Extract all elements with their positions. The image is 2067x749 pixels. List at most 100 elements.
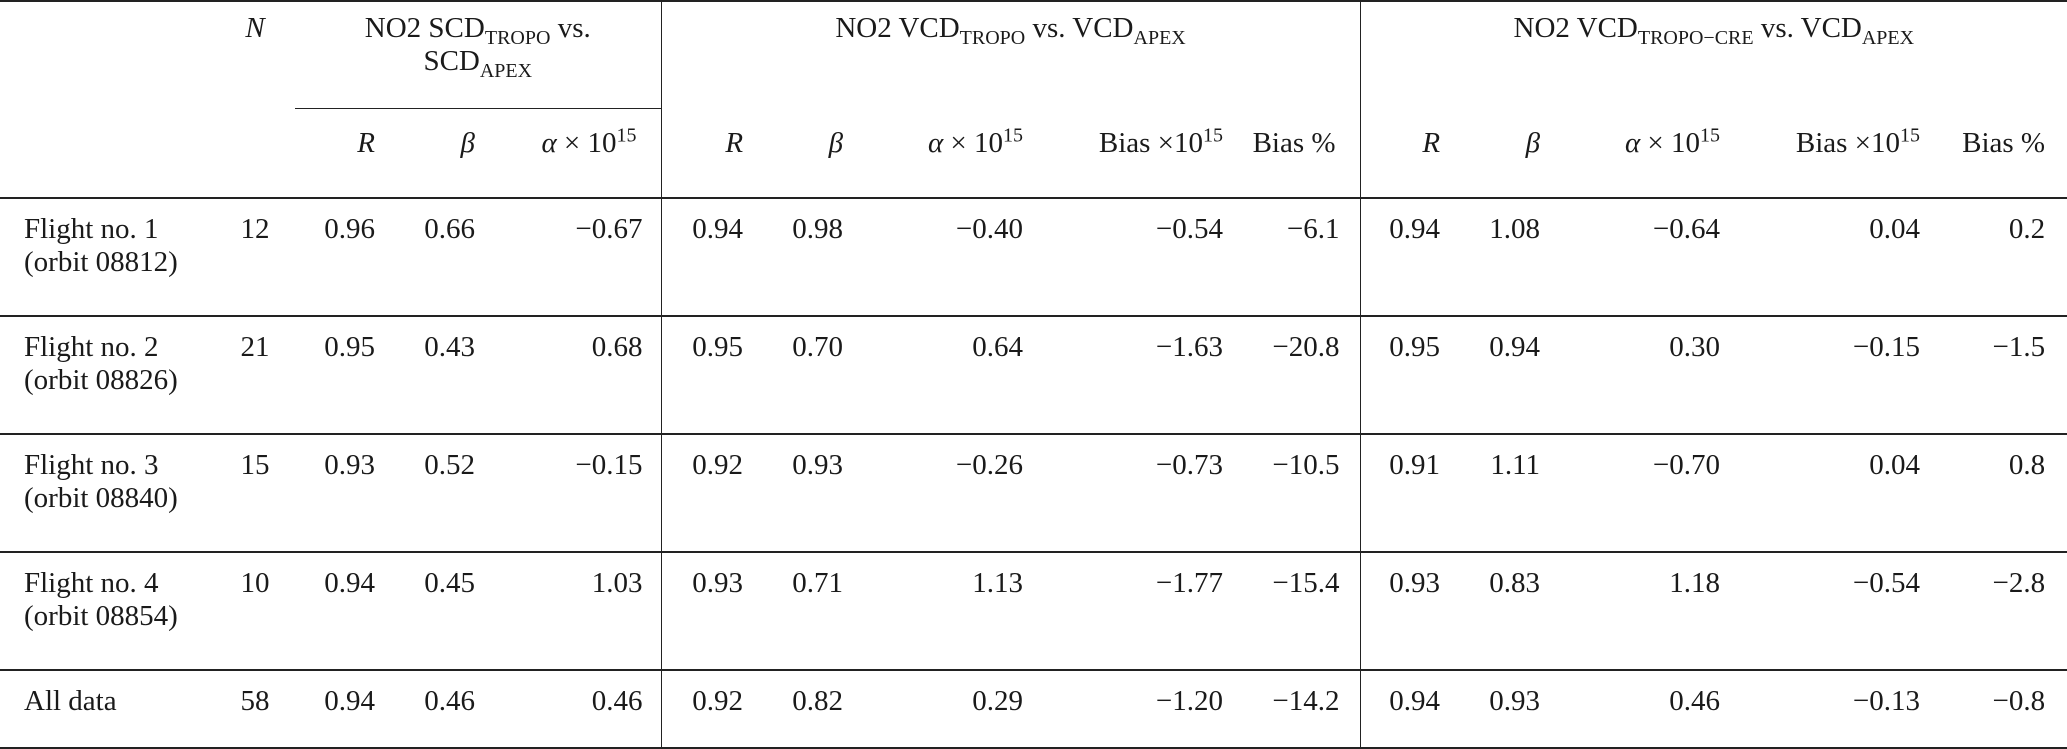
cell-g1-alpha: 0.46: [475, 670, 662, 749]
header-alpha-3: α × 1015: [1540, 108, 1721, 199]
cell-g3-r: 0.94: [1359, 198, 1441, 317]
corner-cell-2: [0, 108, 215, 199]
cell-g2-biaspct: −15.4: [1223, 552, 1361, 671]
cell-g1-beta: 0.66: [375, 198, 475, 317]
cell-g3-biaspct: 0.8: [1920, 434, 2067, 553]
row-label: Flight no. 4 (orbit 08854): [0, 552, 215, 671]
cell-g3-bias: −0.13: [1720, 670, 1921, 749]
cell-n: 12: [215, 198, 295, 317]
cell-g2-bias: −1.77: [1023, 552, 1224, 671]
cell-g2-alpha: −0.26: [843, 434, 1024, 553]
table-row: Flight no. 1 (orbit 08812) 12 0.96 0.66 −…: [0, 198, 2067, 317]
cell-g2-beta: 0.70: [743, 316, 844, 435]
cell-g3-bias: 0.04: [1720, 198, 1921, 317]
cell-g2-alpha: 1.13: [843, 552, 1024, 671]
cell-g3-biaspct: −0.8: [1920, 670, 2067, 749]
cell-g1-alpha: 1.03: [475, 552, 662, 671]
header-bias-2: Bias ×1015: [1023, 108, 1224, 199]
cell-g2-bias: −1.20: [1023, 670, 1224, 749]
header-alpha-1: α × 1015: [475, 108, 662, 199]
cell-g1-beta: 0.52: [375, 434, 475, 553]
cell-g2-r: 0.92: [660, 434, 744, 553]
cell-g3-r: 0.93: [1359, 552, 1441, 671]
header-n-blank: [215, 108, 295, 199]
cell-g1-beta: 0.46: [375, 670, 475, 749]
cell-g3-r: 0.94: [1359, 670, 1441, 749]
cell-g1-alpha: −0.67: [475, 198, 662, 317]
cell-g2-beta: 0.98: [743, 198, 844, 317]
cell-g2-bias: −1.63: [1023, 316, 1224, 435]
header-group-scd: NO2 SCDTROPO vs. SCDAPEX: [295, 0, 662, 109]
cell-g3-beta: 0.93: [1440, 670, 1541, 749]
cell-g3-biaspct: 0.2: [1920, 198, 2067, 317]
cell-g2-biaspct: −14.2: [1223, 670, 1361, 749]
cell-g3-r: 0.91: [1359, 434, 1441, 553]
cell-g3-alpha: −0.70: [1540, 434, 1721, 553]
cell-g2-biaspct: −10.5: [1223, 434, 1361, 553]
cell-g1-beta: 0.43: [375, 316, 475, 435]
cell-g1-r: 0.93: [295, 434, 375, 553]
cell-g3-beta: 0.94: [1440, 316, 1541, 435]
cell-g1-r: 0.94: [295, 670, 375, 749]
row-label: Flight no. 1 (orbit 08812): [0, 198, 215, 317]
cell-g2-r: 0.94: [660, 198, 744, 317]
header-r-1: R: [295, 108, 375, 199]
cell-g1-beta: 0.45: [375, 552, 475, 671]
cell-g3-biaspct: −1.5: [1920, 316, 2067, 435]
cell-g2-r: 0.95: [660, 316, 744, 435]
cell-g3-bias: −0.54: [1720, 552, 1921, 671]
cell-g3-beta: 1.11: [1440, 434, 1541, 553]
cell-g2-beta: 0.93: [743, 434, 844, 553]
cell-g3-r: 0.95: [1359, 316, 1441, 435]
row-label: Flight no. 2 (orbit 08826): [0, 316, 215, 435]
corner-cell: [0, 0, 215, 109]
cell-g3-alpha: 0.46: [1540, 670, 1721, 749]
row-label: Flight no. 3 (orbit 08840): [0, 434, 215, 553]
cell-g2-alpha: −0.40: [843, 198, 1024, 317]
cell-n: 10: [215, 552, 295, 671]
header-n: N: [215, 0, 295, 109]
table-row: Flight no. 3 (orbit 08840) 15 0.93 0.52 −…: [0, 434, 2067, 553]
cell-g3-beta: 0.83: [1440, 552, 1541, 671]
header-biaspct-3: Bias %: [1920, 108, 2067, 199]
header-biaspct-2: Bias %: [1223, 108, 1361, 199]
header-alpha-2: α × 1015: [843, 108, 1024, 199]
header-r-3: R: [1359, 108, 1441, 199]
cell-g2-alpha: 0.29: [843, 670, 1024, 749]
table-row: All data 58 0.94 0.46 0.46 0.92 0.82 0.2…: [0, 670, 2067, 749]
cell-g2-bias: −0.54: [1023, 198, 1224, 317]
cell-g1-alpha: −0.15: [475, 434, 662, 553]
cell-g3-alpha: 1.18: [1540, 552, 1721, 671]
cell-g2-beta: 0.82: [743, 670, 844, 749]
cell-g3-biaspct: −2.8: [1920, 552, 2067, 671]
header-group-vcd: NO2 VCDTROPO vs. VCDAPEX: [660, 0, 1361, 109]
cell-g1-r: 0.94: [295, 552, 375, 671]
cell-g2-r: 0.92: [660, 670, 744, 749]
table-row: Flight no. 4 (orbit 08854) 10 0.94 0.45 1…: [0, 552, 2067, 671]
cell-g3-alpha: 0.30: [1540, 316, 1721, 435]
header-group-vcd-cre: NO2 VCDTROPO−CRE vs. VCDAPEX: [1359, 0, 2067, 109]
header-beta-1: β: [375, 108, 475, 199]
table-row: Flight no. 2 (orbit 08826) 21 0.95 0.43 0…: [0, 316, 2067, 435]
header-r-2: R: [660, 108, 744, 199]
header-bias-3: Bias ×1015: [1720, 108, 1921, 199]
cell-g2-biaspct: −20.8: [1223, 316, 1361, 435]
cell-g2-alpha: 0.64: [843, 316, 1024, 435]
cell-g1-r: 0.96: [295, 198, 375, 317]
header-beta-3: β: [1440, 108, 1541, 199]
cell-n: 58: [215, 670, 295, 749]
header-beta-2: β: [743, 108, 844, 199]
cell-g1-alpha: 0.68: [475, 316, 662, 435]
cell-g2-r: 0.93: [660, 552, 744, 671]
cell-g3-alpha: −0.64: [1540, 198, 1721, 317]
cell-g3-bias: 0.04: [1720, 434, 1921, 553]
cell-g1-r: 0.95: [295, 316, 375, 435]
row-label: All data: [0, 670, 215, 749]
cell-n: 15: [215, 434, 295, 553]
cell-g3-bias: −0.15: [1720, 316, 1921, 435]
cell-g2-beta: 0.71: [743, 552, 844, 671]
cell-g2-bias: −0.73: [1023, 434, 1224, 553]
cell-g2-biaspct: −6.1: [1223, 198, 1361, 317]
